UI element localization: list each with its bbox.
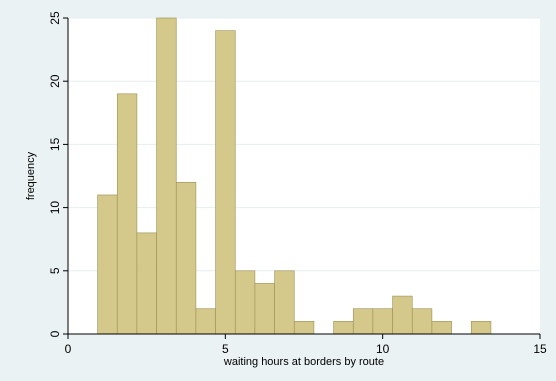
y-tick-label: 25 bbox=[48, 11, 62, 25]
histogram-bar bbox=[431, 321, 452, 335]
histogram-bar bbox=[215, 30, 236, 335]
histogram-bar bbox=[254, 283, 275, 335]
histogram-bar bbox=[234, 270, 256, 335]
y-tick-label: 10 bbox=[48, 201, 62, 215]
y-axis-title: frequency bbox=[25, 151, 37, 200]
histogram-bar bbox=[293, 321, 315, 335]
y-tick-label: 5 bbox=[48, 267, 62, 274]
x-axis-title: waiting hours at borders by route bbox=[223, 356, 384, 368]
histogram-bar bbox=[175, 182, 197, 335]
histogram-bar bbox=[116, 93, 138, 335]
histogram-bar bbox=[333, 321, 354, 335]
x-tick-label: 0 bbox=[65, 342, 72, 356]
histogram-bar bbox=[156, 17, 177, 335]
histogram-bar bbox=[195, 308, 216, 335]
x-tick-label: 5 bbox=[222, 342, 229, 356]
histogram-bar bbox=[274, 270, 295, 335]
histogram-bar bbox=[470, 321, 492, 335]
histogram-bar bbox=[392, 295, 413, 335]
x-tick-label: 15 bbox=[533, 342, 547, 356]
histogram-bar bbox=[97, 194, 118, 335]
y-tick-label: 0 bbox=[48, 330, 62, 337]
y-tick-label: 20 bbox=[48, 74, 62, 88]
histogram-bar bbox=[352, 308, 374, 335]
histogram-bar bbox=[411, 308, 433, 335]
histogram-bar bbox=[136, 232, 157, 335]
x-tick-label: 10 bbox=[376, 342, 390, 356]
y-tick-label: 15 bbox=[48, 137, 62, 151]
histogram-bar bbox=[372, 308, 393, 335]
